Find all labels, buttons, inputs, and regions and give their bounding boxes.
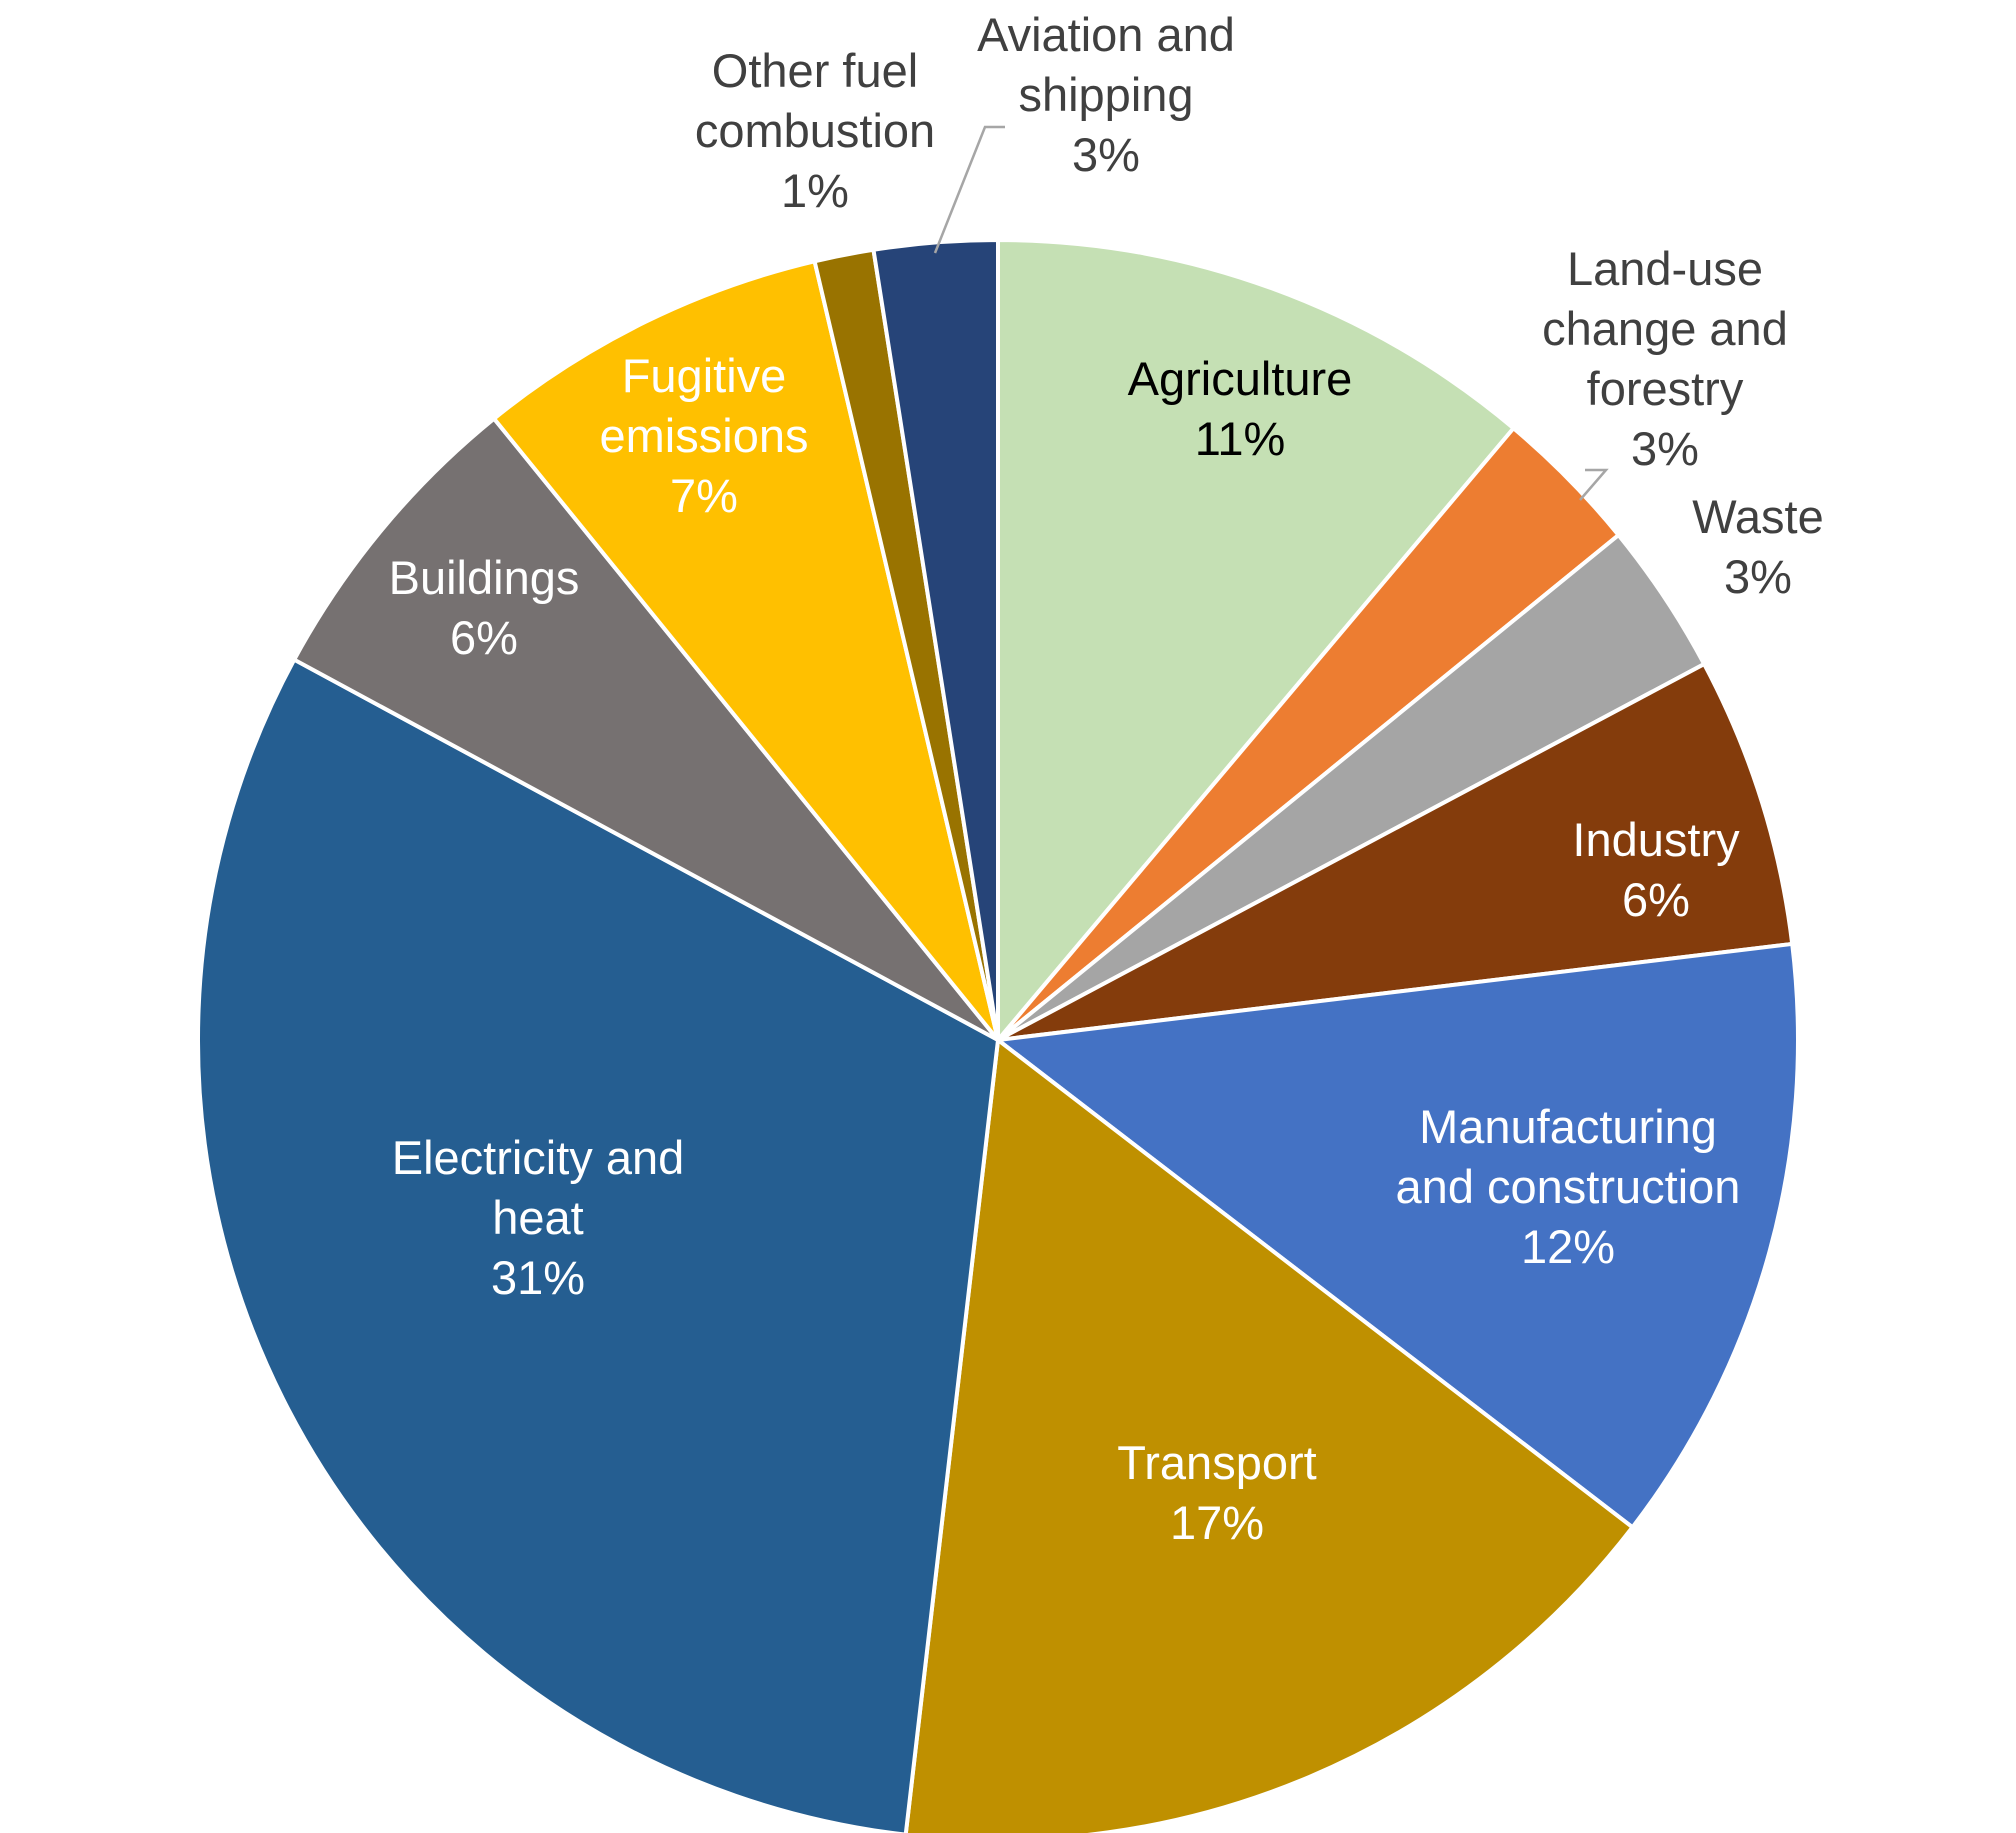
data-label-land-use-change-and-forestry: Land-use change and forestry 3% xyxy=(1542,242,1788,475)
data-label-category: Industry xyxy=(1572,813,1740,866)
data-label-category: Transport xyxy=(1117,1436,1316,1489)
data-label-category: forestry xyxy=(1587,362,1744,415)
pie-slice-agriculture xyxy=(996,238,1516,1042)
data-label-percent: 12% xyxy=(1521,1220,1615,1273)
data-label-percent: 6% xyxy=(1622,873,1690,926)
data-label-category: Electricity and xyxy=(392,1131,685,1184)
data-label-category: heat xyxy=(492,1191,583,1244)
data-label-text-industry: Industry 6% xyxy=(1572,813,1740,926)
pie-slice-electricity-and-heat xyxy=(195,657,1000,1833)
data-label-fugitive-emissions: Fugitive emissions 7% xyxy=(600,349,809,522)
data-label-percent: 31% xyxy=(491,1251,585,1304)
pie-slice-transport xyxy=(903,1038,1635,1833)
data-label-text-transport: Transport 17% xyxy=(1117,1436,1316,1549)
data-labels-layer: Agriculture 11% Land-use change and forestry… xyxy=(389,8,1824,1549)
data-label-aviation-and-shipping: Aviation and shipping 3% xyxy=(977,8,1235,181)
data-label-percent: 3% xyxy=(1724,550,1792,603)
pie-slice-manufacturing-and-construction xyxy=(996,941,1800,1530)
data-label-percent: 7% xyxy=(670,469,738,522)
leader-line-land-use-change-and-forestry xyxy=(1579,468,1609,501)
data-label-manufacturing-and-construction: Manufacturing and construction 12% xyxy=(1396,1100,1741,1273)
data-label-text-agriculture: Agriculture 11% xyxy=(1128,352,1353,465)
data-label-text-manufacturing-and-construction: Manufacturing and construction 12% xyxy=(1396,1100,1741,1273)
data-label-other-fuel-combustion: Other fuel combustion 1% xyxy=(695,44,935,217)
data-label-percent: 1% xyxy=(781,164,849,217)
data-label-percent: 3% xyxy=(1631,422,1699,475)
pie-slice-industry xyxy=(996,662,1795,1042)
data-label-category: Manufacturing xyxy=(1419,1100,1717,1153)
data-label-buildings: Buildings 6% xyxy=(389,551,580,664)
data-label-percent: 3% xyxy=(1072,128,1140,181)
data-label-text-buildings: Buildings 6% xyxy=(389,551,580,664)
data-label-category: Waste xyxy=(1692,490,1823,543)
data-label-text-waste: Waste 3% xyxy=(1692,490,1823,603)
data-label-transport: Transport 17% xyxy=(1117,1436,1316,1549)
data-label-text-electricity-and-heat: Electricity and heat 31% xyxy=(392,1131,685,1304)
data-label-category: and construction xyxy=(1396,1160,1741,1213)
data-label-category: change and xyxy=(1542,302,1788,355)
data-label-category: emissions xyxy=(600,409,809,462)
data-label-electricity-and-heat: Electricity and heat 31% xyxy=(392,1131,685,1304)
slices-layer xyxy=(195,238,1800,1833)
data-label-category: Land-use xyxy=(1567,242,1763,295)
data-label-text-other-fuel-combustion: Other fuel combustion 1% xyxy=(695,44,935,217)
data-label-industry: Industry 6% xyxy=(1572,813,1740,926)
data-label-category: Other fuel xyxy=(712,44,918,97)
data-label-text-aviation-and-shipping: Aviation and shipping 3% xyxy=(977,8,1235,181)
data-label-category: Aviation and xyxy=(977,8,1235,61)
data-label-text-land-use-change-and-forestry: Land-use change and forestry 3% xyxy=(1542,242,1788,475)
data-label-percent: 6% xyxy=(450,611,518,664)
pie-slice-fugitive-emissions xyxy=(492,259,1000,1042)
data-label-category: Fugitive xyxy=(622,349,787,402)
pie-slice-aviation-and-shipping xyxy=(871,238,1000,1042)
data-label-text-fugitive-emissions: Fugitive emissions 7% xyxy=(600,349,809,522)
data-label-category: combustion xyxy=(695,104,935,157)
data-label-percent: 11% xyxy=(1195,412,1286,465)
pie-slice-buildings xyxy=(292,416,1000,1042)
leader-line-aviation-and-shipping xyxy=(933,125,1005,254)
data-label-percent: 17% xyxy=(1170,1496,1264,1549)
data-label-category: Buildings xyxy=(389,551,580,604)
leader-lines-layer xyxy=(933,125,1609,501)
data-label-waste: Waste 3% xyxy=(1692,490,1823,603)
data-label-category: shipping xyxy=(1018,68,1193,121)
data-label-category: Agriculture xyxy=(1128,352,1353,405)
data-label-agriculture: Agriculture 11% xyxy=(1128,352,1353,465)
